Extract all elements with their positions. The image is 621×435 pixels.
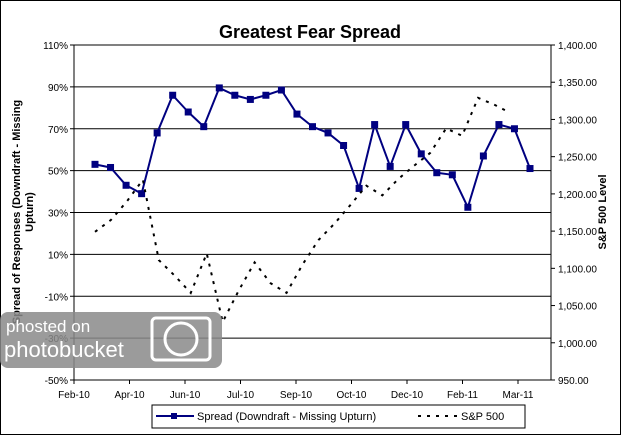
y2-tick-label: 1,000.00: [558, 339, 597, 350]
y2-tick-label: 1,200.00: [558, 190, 597, 201]
y2-tick-label: 1,150.00: [558, 227, 597, 238]
y2-tick-label: 950.00: [558, 376, 589, 387]
camera-icon: [150, 316, 212, 362]
y-axis-label-line1: Spread of Responses (Downdraft - Missing: [11, 100, 23, 324]
spread-point: [309, 123, 316, 131]
spread-point: [231, 91, 239, 99]
spread-point: [433, 169, 441, 177]
legend: Spread (Downdraft - Missing Upturn) S&P …: [151, 404, 526, 429]
y-tick-label: 50%: [48, 167, 68, 178]
legend-spread: Spread (Downdraft - Missing Upturn): [197, 411, 376, 423]
spread-point: [402, 121, 410, 129]
spread-point: [417, 150, 425, 158]
y-tick-label: 110%: [43, 41, 68, 52]
y2-axis-label: S&P 500 Level: [597, 174, 609, 249]
spread-point: [386, 162, 394, 170]
spread-point: [464, 203, 472, 211]
spread-point: [355, 184, 363, 192]
y-tick-label: 70%: [48, 125, 68, 136]
spread-point: [340, 142, 348, 149]
y-tick-label: 30%: [48, 209, 68, 220]
watermark: phosted on photobucket: [0, 312, 222, 368]
spread-point: [169, 91, 177, 99]
spread-point: [200, 123, 208, 131]
x-tick-label: Dec-10: [391, 390, 424, 401]
spread-point: [526, 165, 534, 173]
y-tick-label: 90%: [48, 83, 68, 94]
y-tick-label: -50%: [45, 376, 68, 387]
y2-tick-label: 1,350.00: [558, 78, 597, 89]
x-tick-label: Jun-10: [170, 390, 201, 401]
y-axis-label: Spread of Responses (Downdraft - Missing…: [11, 100, 36, 324]
spread-point: [107, 163, 115, 171]
series-line-spread: [94, 86, 531, 209]
y-tick-label: -10%: [45, 292, 68, 303]
watermark-text1: phosted on: [6, 317, 90, 336]
y2-tick-label: 1,100.00: [558, 264, 597, 275]
spread-point: [122, 181, 130, 189]
x-tick-label: Jul-10: [227, 390, 255, 401]
spread-point: [215, 84, 223, 92]
spread-point: [262, 91, 270, 99]
x-tick-label: Sep-10: [280, 390, 313, 401]
spread-point: [448, 171, 456, 179]
x-tick-label: Feb-11: [447, 390, 478, 401]
spread-point: [246, 95, 254, 103]
spread-point: [184, 108, 192, 116]
spread-point: [324, 129, 332, 137]
y-axis-label-line2: Upturn): [24, 192, 36, 232]
spread-point: [495, 121, 503, 129]
spread-point: [371, 121, 379, 129]
legend-marker-spread: [171, 413, 177, 419]
spread-point: [479, 152, 487, 160]
y2-tick-label: 1,300.00: [558, 115, 597, 126]
spread-point: [277, 86, 285, 94]
spread-point: [510, 125, 518, 133]
y2-tick-label: 1,250.00: [558, 153, 597, 164]
x-tick-label: Feb-10: [58, 390, 90, 401]
x-tick-label: Mar-11: [503, 390, 534, 401]
spread-point: [91, 160, 99, 168]
watermark-text2: photobucket: [4, 337, 124, 362]
legend-sp500: S&P 500: [461, 411, 504, 423]
chart-title: Greatest Fear Spread: [219, 22, 401, 42]
x-tick-label: Apr-10: [114, 390, 144, 401]
spread-point: [138, 190, 146, 198]
x-tick-label: Oct-10: [336, 390, 366, 401]
spread-point: [293, 110, 301, 118]
y2-tick-label: 1,050.00: [558, 302, 597, 313]
y2-tick-label: 1,400.00: [558, 41, 597, 52]
spread-point: [153, 129, 161, 137]
y-tick-label: 10%: [48, 250, 68, 261]
